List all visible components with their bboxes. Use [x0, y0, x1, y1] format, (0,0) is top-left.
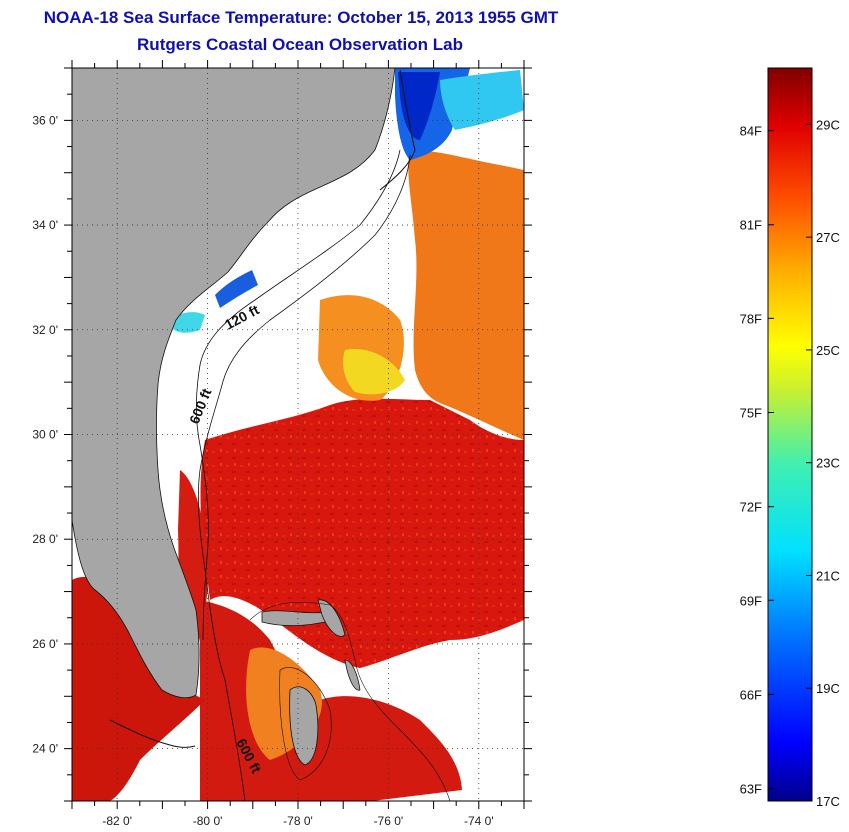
colorbar-c-label: 27C — [816, 230, 840, 245]
longitude-labels: -82 0' -80 0' -78 0' -76 0' -74 0' — [102, 814, 493, 828]
sst-coastal-cyan — [172, 312, 205, 333]
lon-tick-label: -78 0' — [283, 814, 313, 828]
map-axis-ticks — [64, 60, 532, 809]
map-title: NOAA-18 Sea Surface Temperature: October… — [43, 8, 559, 27]
colorbar-f-label: 63F — [740, 782, 762, 797]
sst-yellow-patch — [343, 349, 405, 395]
lon-tick-label: -80 0' — [193, 814, 223, 828]
colorbar-c-label: 29C — [816, 117, 840, 132]
land-outer-banks — [379, 69, 416, 191]
map-area — [72, 68, 524, 801]
colorbar-f-label: 81F — [740, 218, 762, 233]
map-gridlines — [72, 68, 524, 801]
colorbar-f-label: 84F — [740, 124, 762, 139]
lat-tick-label: 28 0' — [32, 532, 58, 546]
lat-tick-label: 24 0' — [32, 742, 58, 756]
lat-tick-label: 30 0' — [32, 428, 58, 442]
lat-tick-label: 26 0' — [32, 637, 58, 651]
sst-cyan-patch — [440, 70, 524, 130]
colorbar-f-label: 75F — [740, 406, 762, 421]
colorbar-f-label: 69F — [740, 593, 762, 608]
contour-bahamas — [279, 667, 332, 781]
contour-deep — [249, 601, 451, 801]
colorbar-f-label: 72F — [740, 500, 762, 515]
colorbar-f-label: 66F — [740, 687, 762, 702]
land-bahamas-andros — [289, 686, 319, 766]
colorbar-c-label: 19C — [816, 681, 840, 696]
lon-tick-label: -74 0' — [464, 814, 494, 828]
sst-warm-gulf — [72, 576, 205, 801]
contour-120ft — [195, 149, 401, 641]
lon-tick-label: -82 0' — [102, 814, 132, 828]
land-bahamas-eleuthera — [344, 659, 361, 691]
colorbar-c-label: 25C — [816, 343, 840, 358]
colorbar — [767, 67, 813, 802]
latitude-labels: 24 0' 26 0' 28 0' 30 0' 32 0' 34 0' 36 0' — [32, 113, 58, 755]
colorbar-f-label: 78F — [740, 311, 762, 326]
lon-tick-label: -76 0' — [374, 814, 404, 828]
sst-orange-region — [408, 150, 524, 440]
land-keys — [109, 719, 196, 748]
sst-cold-dark — [398, 72, 440, 140]
colorbar-c-label: 23C — [816, 456, 840, 471]
colorbar-c-label: 21C — [816, 568, 840, 583]
land-bahamas-abaco — [317, 599, 346, 637]
lat-tick-label: 36 0' — [32, 113, 58, 127]
colorbar-ticks — [768, 123, 812, 802]
colorbar-c-label: 17C — [816, 794, 840, 809]
sst-warm-region — [200, 398, 524, 668]
colorbar-fahrenheit-labels: 84F 81F 78F 75F 72F 69F 66F 63F — [740, 124, 762, 797]
colorbar-celsius-labels: 29C 27C 25C 23C 21C 19C 17C — [816, 117, 840, 809]
lat-tick-label: 32 0' — [32, 323, 58, 337]
lat-tick-label: 34 0' — [32, 218, 58, 232]
sst-coastal-cold — [215, 270, 258, 308]
map-subtitle: Rutgers Coastal Ocean Observation Lab — [137, 35, 463, 54]
